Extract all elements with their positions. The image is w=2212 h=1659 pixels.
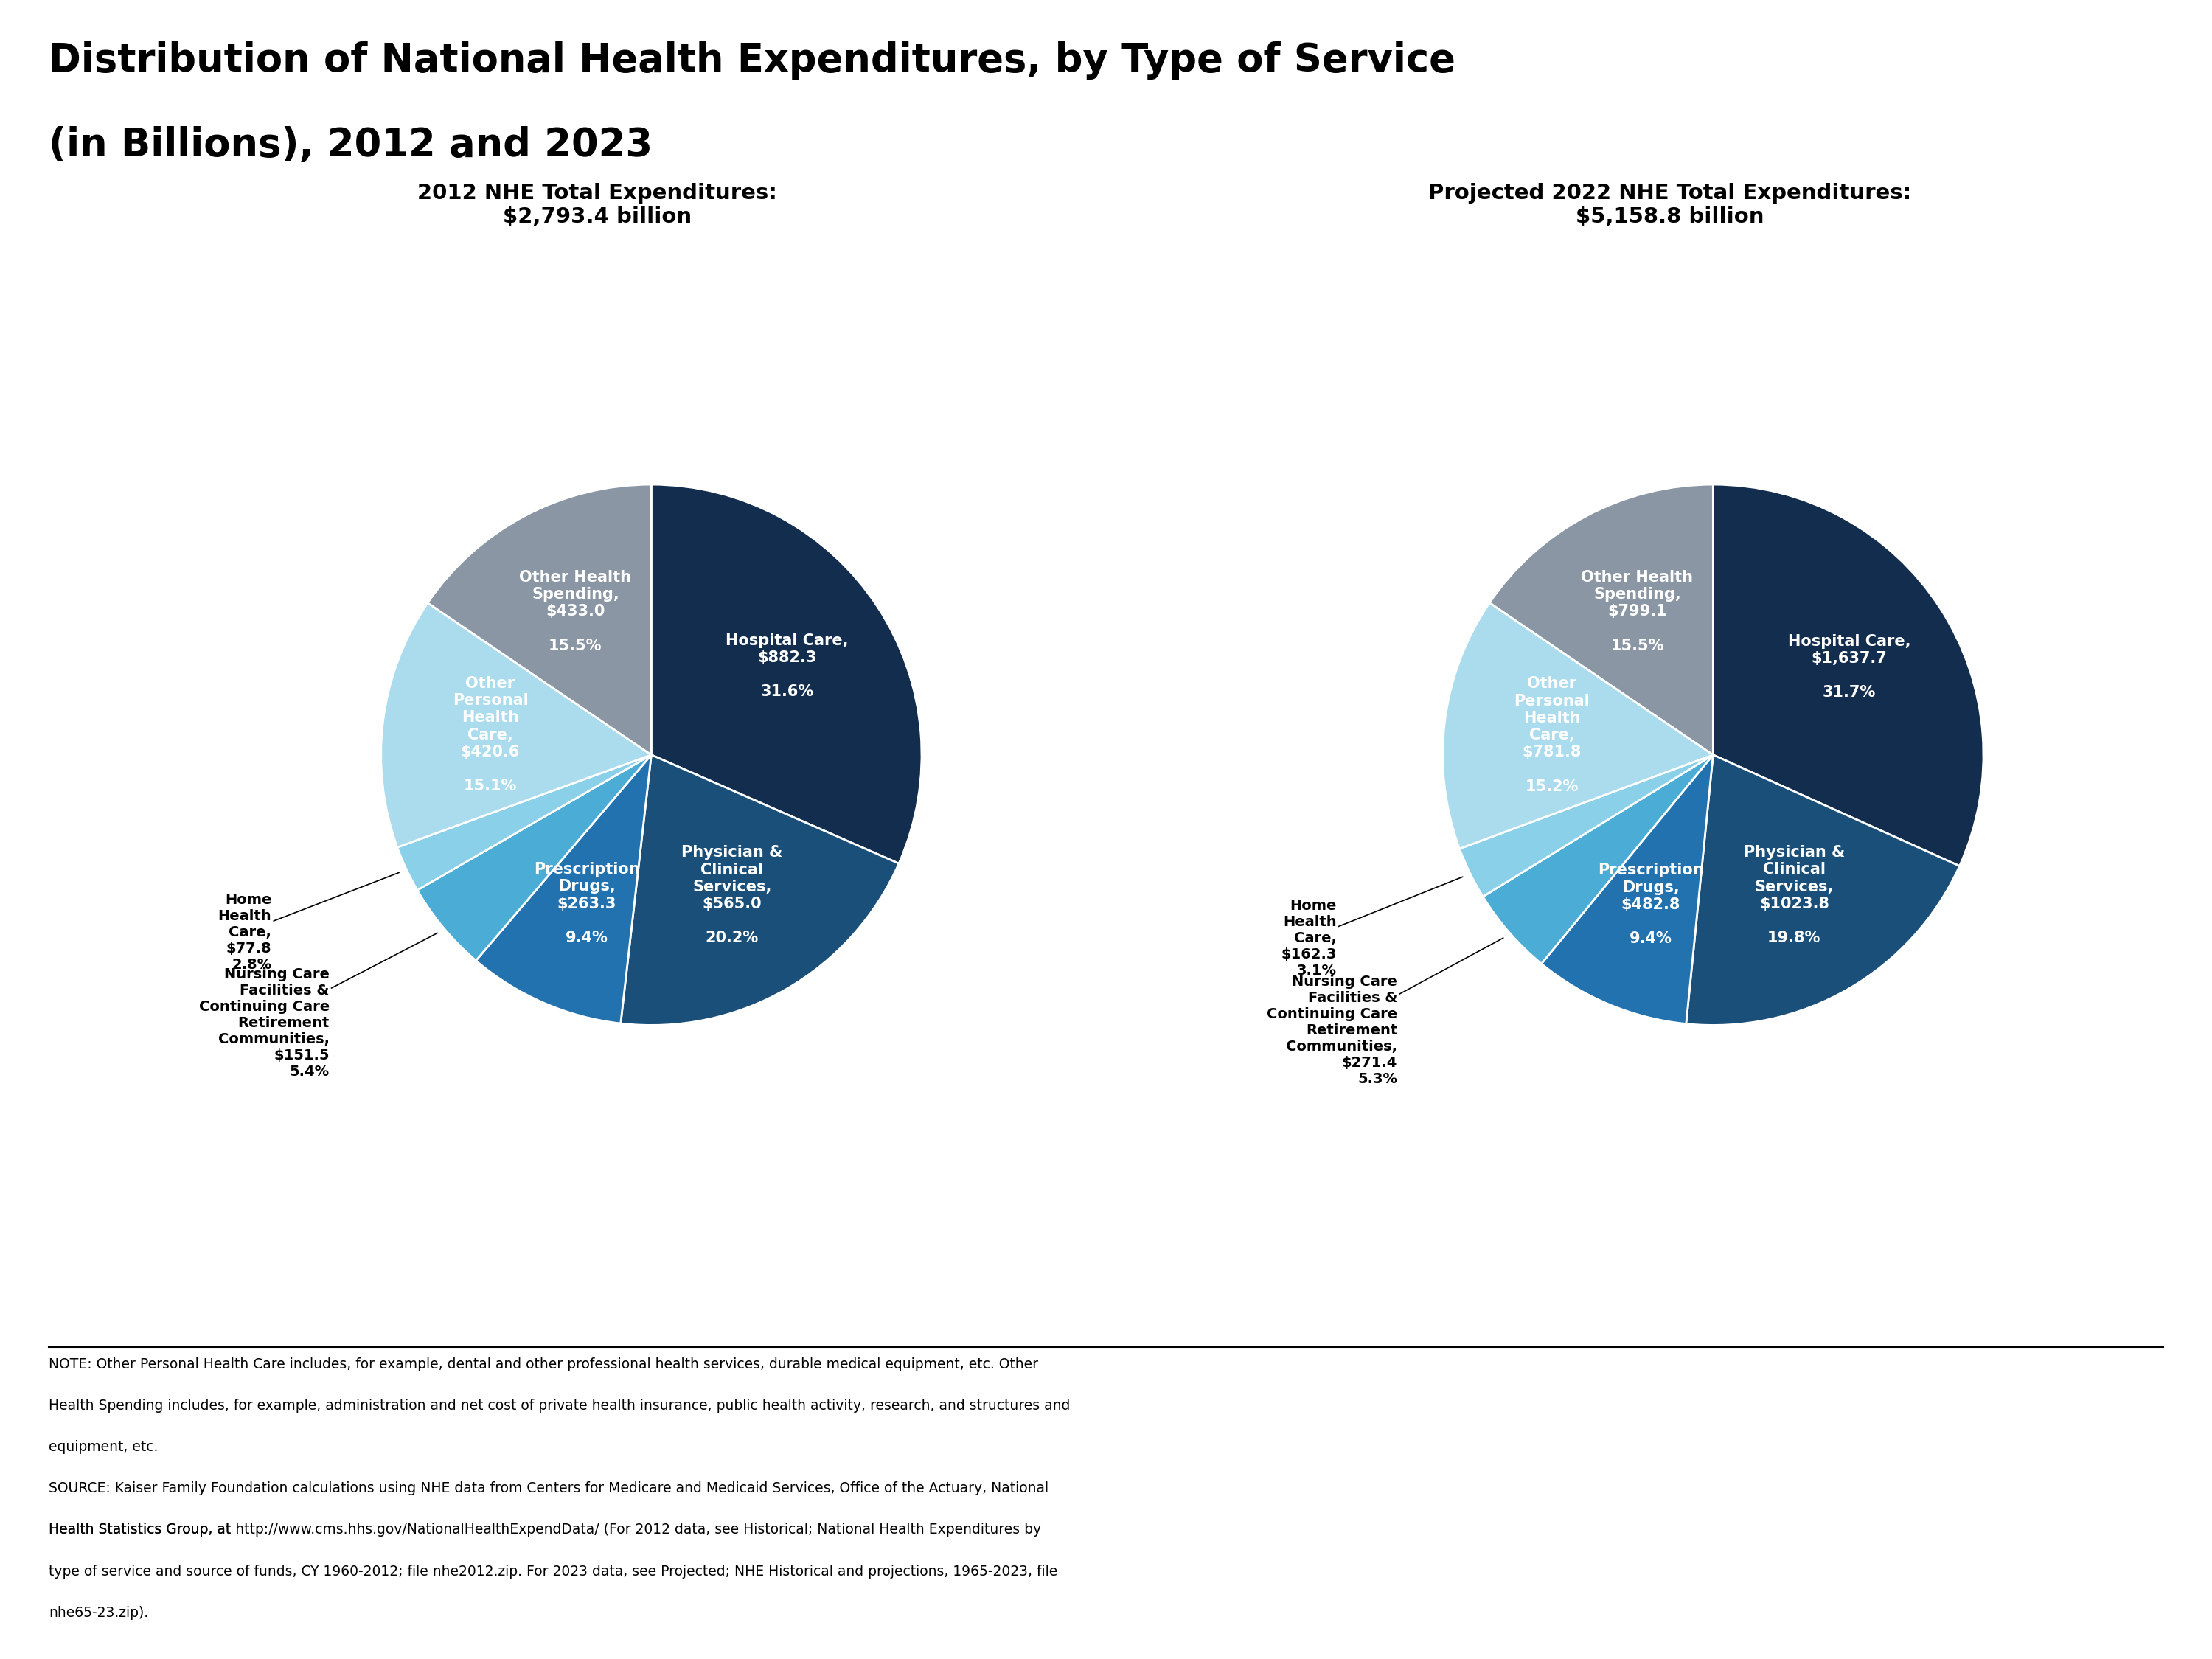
Wedge shape <box>622 755 898 1025</box>
Wedge shape <box>1712 484 1984 866</box>
Text: Other Health
Spending,
$799.1

15.5%: Other Health Spending, $799.1 15.5% <box>1582 571 1692 654</box>
Text: KAISER: KAISER <box>2017 1516 2110 1538</box>
Wedge shape <box>1460 755 1712 896</box>
Text: Nursing Care
Facilities &
Continuing Care
Retirement
Communities,
$151.5
5.4%: Nursing Care Facilities & Continuing Car… <box>199 932 438 1078</box>
Text: Physician &
Clinical
Services,
$565.0

20.2%: Physician & Clinical Services, $565.0 20… <box>681 846 783 946</box>
Wedge shape <box>1489 484 1712 755</box>
Text: equipment, etc.: equipment, etc. <box>49 1440 157 1453</box>
Text: Health Statistics Group, at http://www.cms.hhs.gov/NationalHealthExpendData/ (Fo: Health Statistics Group, at http://www.c… <box>49 1523 1042 1536</box>
Wedge shape <box>398 755 650 891</box>
Text: type of service and source of funds, CY 1960-2012; file nhe2012.zip. For 2023 da: type of service and source of funds, CY … <box>49 1564 1057 1578</box>
Wedge shape <box>1482 755 1712 964</box>
Text: Other
Personal
Health
Care,
$781.8

15.2%: Other Personal Health Care, $781.8 15.2% <box>1515 677 1590 795</box>
Text: Prescription
Drugs,
$482.8

9.4%: Prescription Drugs, $482.8 9.4% <box>1597 863 1703 946</box>
Text: Other
Personal
Health
Care,
$420.6

15.1%: Other Personal Health Care, $420.6 15.1% <box>453 677 529 793</box>
Wedge shape <box>1686 755 1960 1025</box>
Wedge shape <box>418 755 650 961</box>
Text: SOURCE: Kaiser Family Foundation calculations using NHE data from Centers for Me: SOURCE: Kaiser Family Foundation calcula… <box>49 1481 1048 1495</box>
Text: Distribution of National Health Expenditures, by Type of Service: Distribution of National Health Expendit… <box>49 41 1455 80</box>
Wedge shape <box>380 602 650 848</box>
Wedge shape <box>1542 755 1712 1024</box>
Text: Home
Health
Care,
$77.8
2.8%: Home Health Care, $77.8 2.8% <box>219 873 398 972</box>
Text: Projected 2022 NHE Total Expenditures:
$5,158.8 billion: Projected 2022 NHE Total Expenditures: $… <box>1429 182 1911 227</box>
Text: Home
Health
Care,
$162.3
3.1%: Home Health Care, $162.3 3.1% <box>1281 878 1462 977</box>
Text: (in Billions), 2012 and 2023: (in Billions), 2012 and 2023 <box>49 126 653 164</box>
Wedge shape <box>476 755 650 1024</box>
Text: Prescription
Drugs,
$263.3

9.4%: Prescription Drugs, $263.3 9.4% <box>533 863 639 946</box>
Wedge shape <box>1442 602 1712 849</box>
Text: nhe65-23.zip).: nhe65-23.zip). <box>49 1606 148 1619</box>
Wedge shape <box>427 484 650 755</box>
Text: Health Statistics Group, at: Health Statistics Group, at <box>49 1523 234 1536</box>
Text: FAMILY: FAMILY <box>2028 1556 2099 1574</box>
Text: THE HENRY J.: THE HENRY J. <box>2026 1467 2101 1477</box>
Text: Physician &
Clinical
Services,
$1023.8

19.8%: Physician & Clinical Services, $1023.8 1… <box>1743 844 1845 946</box>
Text: FOUNDATION: FOUNDATION <box>2026 1624 2101 1634</box>
Text: Health Spending includes, for example, administration and net cost of private he: Health Spending includes, for example, a… <box>49 1399 1071 1412</box>
Text: Hospital Care,
$1,637.7

31.7%: Hospital Care, $1,637.7 31.7% <box>1787 634 1911 700</box>
Text: Nursing Care
Facilities &
Continuing Care
Retirement
Communities,
$271.4
5.3%: Nursing Care Facilities & Continuing Car… <box>1267 937 1504 1087</box>
Text: 2012 NHE Total Expenditures:
$2,793.4 billion: 2012 NHE Total Expenditures: $2,793.4 bi… <box>418 182 776 227</box>
Text: NOTE: Other Personal Health Care includes, for example, dental and other profess: NOTE: Other Personal Health Care include… <box>49 1357 1037 1370</box>
Wedge shape <box>650 484 922 864</box>
Text: Other Health
Spending,
$433.0

15.5%: Other Health Spending, $433.0 15.5% <box>520 571 630 654</box>
Text: Hospital Care,
$882.3

31.6%: Hospital Care, $882.3 31.6% <box>726 634 849 698</box>
